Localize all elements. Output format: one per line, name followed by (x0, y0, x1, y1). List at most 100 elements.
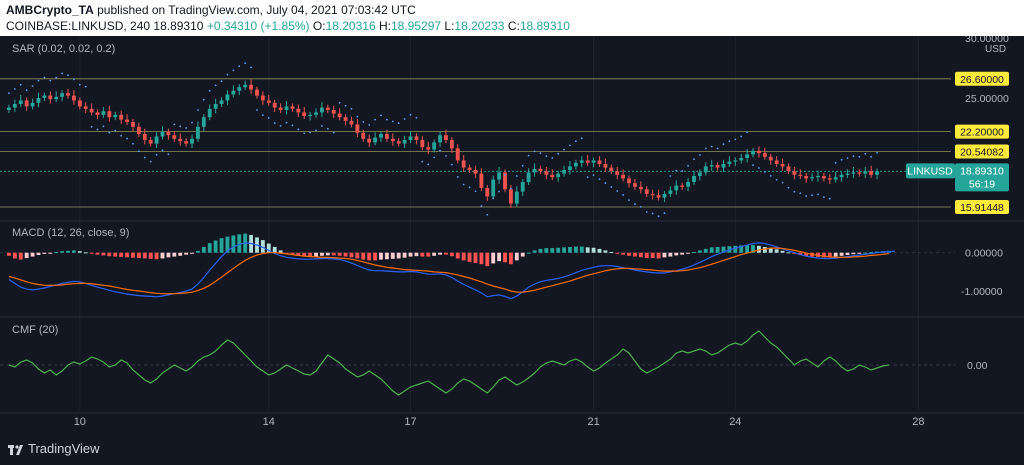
sar-dot (155, 153, 158, 156)
candle (633, 183, 637, 187)
candle (603, 164, 608, 168)
macd-histogram-bar (384, 252, 389, 260)
candle (609, 167, 614, 172)
candle (538, 168, 543, 172)
candle (845, 173, 850, 175)
candle (473, 170, 478, 174)
x-tick-label: 17 (404, 416, 416, 428)
sar-dot (616, 190, 619, 192)
tradingview-logo[interactable]: TradingView (8, 441, 100, 456)
candle (662, 194, 667, 198)
sar-dot (332, 131, 335, 134)
sar-dot (846, 157, 849, 159)
candle (36, 98, 41, 103)
level-tag (955, 144, 1009, 159)
sar-dot (746, 131, 749, 134)
candle (721, 164, 726, 168)
candle (396, 141, 401, 144)
sar-dot (256, 109, 258, 111)
sar-dot (120, 134, 123, 137)
sar-dot (852, 155, 855, 158)
candle (7, 107, 11, 110)
macd-histogram-bar (467, 252, 472, 262)
sar-dot (734, 138, 737, 141)
candle (715, 165, 720, 168)
level-tag-label: 26.60000 (960, 74, 1004, 86)
candle (821, 176, 826, 179)
sar-dot (385, 118, 388, 121)
sar-dot (214, 84, 217, 87)
candle (367, 138, 372, 143)
candle (190, 138, 194, 144)
candle (550, 174, 555, 178)
candle (48, 95, 53, 100)
candle (680, 185, 685, 187)
sar-dot (604, 182, 607, 184)
macd-histogram-bar (774, 249, 779, 253)
macd-histogram-bar (697, 250, 702, 253)
macd-histogram-bar (621, 252, 626, 255)
sar-dot (716, 147, 719, 150)
sar-dot (580, 137, 583, 140)
candle (178, 138, 183, 142)
sar-dot (722, 143, 725, 146)
macd-histogram-bar (402, 252, 407, 258)
sar-dot (498, 190, 501, 193)
candle (485, 188, 490, 197)
sar-dot (864, 152, 867, 155)
macd-histogram-bar (302, 252, 307, 257)
level-tag-label: 22.20000 (960, 127, 1004, 139)
sar-dot (574, 140, 577, 143)
macd-histogram-bar (757, 245, 761, 253)
price-chart[interactable]: 101417212428Jul5SAR (0.02, 0.02, 0.2)26.… (0, 36, 1024, 432)
candle (66, 93, 70, 96)
macd-histogram-bar (686, 252, 690, 254)
macd-histogram-bar (314, 252, 318, 257)
candle (325, 107, 330, 110)
candle (249, 84, 253, 90)
sar-dot (433, 156, 436, 159)
sar-dot (90, 125, 93, 128)
macd-histogram-bar (455, 252, 460, 259)
sar-dot (244, 62, 247, 65)
candle (851, 172, 856, 174)
candle (314, 112, 318, 115)
candle (225, 94, 230, 101)
sar-dot (137, 150, 140, 153)
macd-histogram-bar (751, 245, 755, 253)
candle (343, 117, 348, 121)
candle (54, 96, 59, 100)
macd-histogram-bar (851, 252, 856, 255)
macd-histogram-bar (54, 251, 59, 253)
ohlc-line: COINBASE:LINKUSD, 240 18.89310 +0.34310 … (6, 19, 570, 33)
sar-dot (13, 88, 16, 90)
sar-dot (651, 212, 654, 215)
candle (497, 172, 502, 180)
sar-dot (226, 73, 229, 76)
macd-histogram-bar (520, 252, 525, 257)
macd-histogram-bar (780, 250, 785, 253)
candle (160, 131, 165, 137)
macd-histogram-bar (526, 252, 531, 254)
sar-dot (551, 157, 554, 159)
macd-histogram-bar (325, 252, 330, 256)
macd-histogram-bar (833, 252, 838, 257)
level-tag (955, 200, 1009, 215)
candle (83, 106, 88, 109)
macd-histogram-bar (497, 252, 502, 262)
sar-dot (78, 83, 81, 86)
candle (361, 132, 366, 139)
macd-histogram-bar (331, 252, 336, 256)
candle (467, 167, 472, 170)
candle (95, 112, 100, 115)
candle (703, 166, 708, 173)
candle (207, 108, 212, 118)
macd-histogram-bar (739, 245, 744, 253)
candle (42, 95, 47, 98)
macd-histogram-bar (260, 240, 265, 253)
x-tick-label: 21 (587, 416, 599, 428)
high-label: H: (378, 19, 391, 33)
macd-histogram-bar (827, 252, 832, 258)
candle (243, 84, 248, 88)
author-name[interactable]: AMBCrypto_TA (6, 3, 94, 17)
